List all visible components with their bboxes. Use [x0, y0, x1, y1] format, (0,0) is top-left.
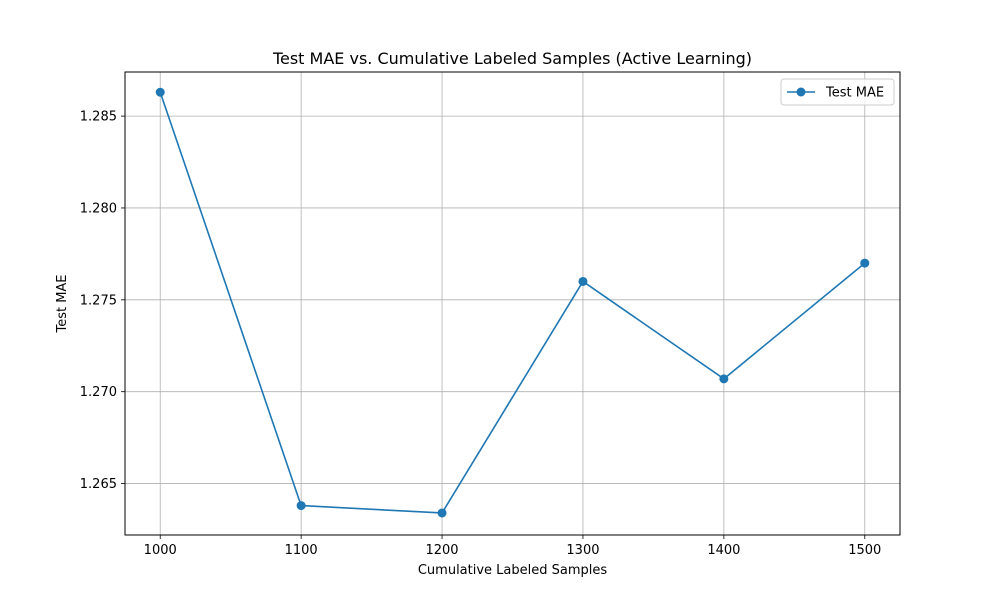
legend: Test MAE: [780, 78, 895, 106]
chart-title: Test MAE vs. Cumulative Labeled Samples …: [272, 49, 752, 68]
plot-frame: [124, 71, 901, 536]
data-point: [155, 87, 165, 97]
data-point: [719, 374, 729, 384]
y-tick-label: 1.270: [80, 385, 117, 400]
data-point: [437, 508, 447, 518]
data-point: [578, 276, 588, 286]
x-tick-label: 1000: [144, 543, 177, 558]
x-tick-label: 1400: [707, 543, 740, 558]
data-point: [860, 258, 870, 268]
y-tick-label: 1.285: [80, 110, 117, 125]
y-tick-label: 1.265: [80, 477, 117, 492]
y-axis-ticks: 1.265 1.270 1.275 1.280 1.285: [80, 110, 125, 492]
series-line: [159, 91, 866, 514]
legend-box: [780, 78, 895, 106]
x-tick-label: 1100: [285, 543, 318, 558]
legend-marker-swatch: [796, 87, 806, 97]
x-tick-label: 1300: [566, 543, 599, 558]
x-tick-label: 1200: [425, 543, 458, 558]
y-tick-label: 1.275: [80, 293, 117, 308]
series-layer: [155, 87, 870, 518]
y-tick-label: 1.280: [80, 201, 117, 216]
legend-label: Test MAE: [825, 86, 884, 101]
grid: [125, 72, 900, 535]
y-axis-label: Test MAE: [55, 274, 70, 333]
x-tick-label: 1500: [848, 543, 881, 558]
x-axis-ticks: 1000 1100 1200 1300 1400 1500: [144, 535, 881, 558]
data-point: [296, 501, 306, 511]
x-axis-label: Cumulative Labeled Samples: [418, 563, 608, 578]
